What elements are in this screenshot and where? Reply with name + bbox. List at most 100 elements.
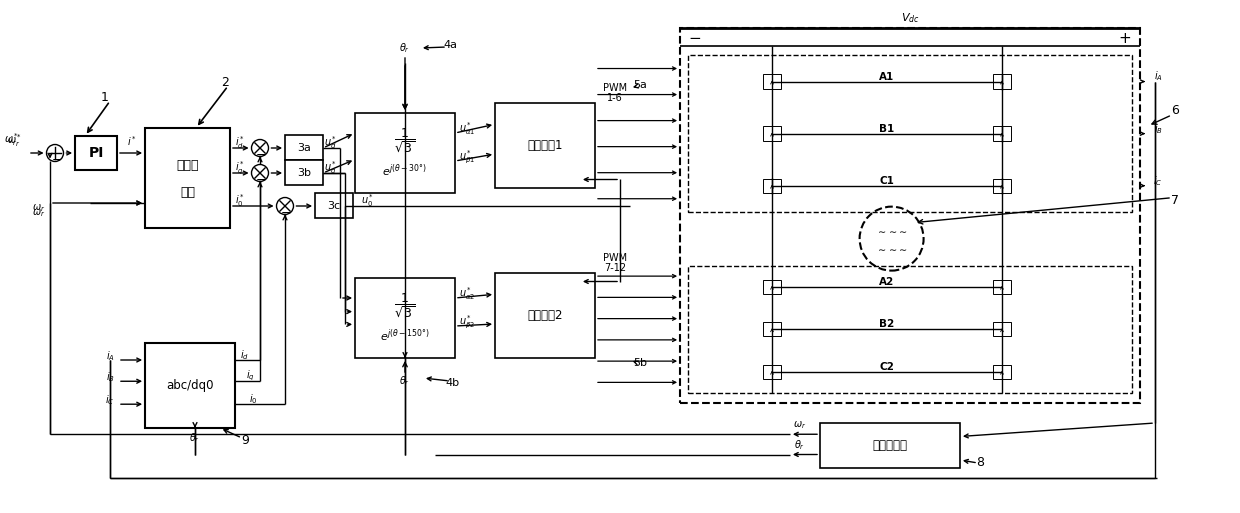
Text: 脉宽调制2: 脉宽调制2 bbox=[527, 309, 563, 322]
Text: $i_q^*$: $i_q^*$ bbox=[236, 160, 246, 176]
Bar bbox=[763, 74, 781, 89]
Text: −: − bbox=[255, 149, 267, 162]
Text: C2: C2 bbox=[879, 362, 894, 372]
Text: $i_C$: $i_C$ bbox=[105, 393, 114, 407]
Text: 3a: 3a bbox=[298, 143, 311, 153]
Text: 配器: 配器 bbox=[180, 187, 195, 200]
Text: $u_0^*$: $u_0^*$ bbox=[361, 192, 374, 209]
Text: $i^*$: $i^*$ bbox=[126, 134, 136, 148]
Bar bbox=[680, 28, 1140, 403]
Text: −: − bbox=[688, 31, 702, 47]
Text: $u_d^*$: $u_d^*$ bbox=[325, 134, 337, 151]
Bar bbox=[285, 135, 322, 161]
Text: $u_{\alpha1}^*$: $u_{\alpha1}^*$ bbox=[459, 121, 475, 137]
Circle shape bbox=[277, 198, 294, 214]
Text: 6: 6 bbox=[1171, 104, 1179, 116]
Text: abc/dq0: abc/dq0 bbox=[166, 379, 213, 392]
Text: $i_0^*$: $i_0^*$ bbox=[236, 192, 246, 209]
Text: 3b: 3b bbox=[298, 168, 311, 178]
Text: $\dfrac{1}{\sqrt{3}}$: $\dfrac{1}{\sqrt{3}}$ bbox=[394, 292, 415, 320]
Text: 7-12: 7-12 bbox=[604, 263, 626, 273]
Text: −: − bbox=[255, 174, 267, 187]
Text: $u_q^*$: $u_q^*$ bbox=[325, 160, 337, 176]
Bar bbox=[993, 179, 1011, 193]
Text: 1-6: 1-6 bbox=[608, 93, 622, 103]
Bar bbox=[495, 103, 595, 188]
Text: $i_C$: $i_C$ bbox=[1153, 174, 1163, 188]
Text: B1: B1 bbox=[879, 124, 894, 133]
Bar bbox=[993, 322, 1011, 337]
Text: $i_0$: $i_0$ bbox=[249, 392, 257, 406]
Text: 脉宽调制1: 脉宽调制1 bbox=[527, 139, 563, 152]
Text: 9: 9 bbox=[241, 435, 249, 447]
Text: 1: 1 bbox=[102, 91, 109, 105]
Text: $\theta_r$: $\theta_r$ bbox=[795, 439, 806, 452]
Text: $\omega_r$: $\omega_r$ bbox=[794, 419, 807, 431]
Text: −: − bbox=[280, 207, 291, 220]
Text: $\dfrac{1}{\sqrt{3}}$: $\dfrac{1}{\sqrt{3}}$ bbox=[394, 127, 415, 155]
Bar bbox=[688, 55, 1132, 212]
Text: 5a: 5a bbox=[634, 80, 647, 90]
Text: 4a: 4a bbox=[443, 40, 458, 50]
Text: A2: A2 bbox=[879, 277, 894, 287]
Text: $\theta_r$: $\theta_r$ bbox=[399, 374, 410, 388]
Circle shape bbox=[47, 145, 63, 162]
Text: 4b: 4b bbox=[446, 378, 460, 388]
Text: 7: 7 bbox=[1171, 194, 1179, 207]
Text: $\omega_r^*$: $\omega_r^*$ bbox=[7, 132, 22, 149]
Text: PI: PI bbox=[88, 146, 104, 160]
Bar bbox=[145, 343, 236, 428]
Text: $V_{dc}$: $V_{dc}$ bbox=[900, 11, 919, 25]
Text: $\theta_r$: $\theta_r$ bbox=[399, 41, 410, 55]
Text: $\omega_r$: $\omega_r$ bbox=[32, 207, 45, 219]
Text: B2: B2 bbox=[879, 319, 894, 329]
Text: $i_d$: $i_d$ bbox=[241, 348, 249, 362]
Bar bbox=[993, 74, 1011, 89]
Circle shape bbox=[252, 140, 269, 156]
Circle shape bbox=[252, 165, 269, 182]
Text: $\sim\!\sim\!\sim$: $\sim\!\sim\!\sim$ bbox=[875, 243, 908, 252]
Bar bbox=[688, 266, 1132, 393]
Bar bbox=[763, 365, 781, 379]
Text: 8: 8 bbox=[976, 457, 985, 469]
Text: $e^{j(\theta-30°)}$: $e^{j(\theta-30°)}$ bbox=[382, 162, 428, 179]
Text: PWM: PWM bbox=[603, 83, 627, 93]
Bar bbox=[145, 128, 229, 228]
Text: 3c: 3c bbox=[327, 201, 341, 211]
Text: $i_B$: $i_B$ bbox=[105, 370, 114, 384]
Bar bbox=[355, 278, 455, 358]
Text: $u_{\beta1}^*$: $u_{\beta1}^*$ bbox=[459, 148, 475, 166]
Text: 2: 2 bbox=[221, 76, 229, 89]
Text: +: + bbox=[1118, 31, 1131, 47]
Text: $i_B$: $i_B$ bbox=[1153, 122, 1162, 135]
Text: $\omega_r^*$: $\omega_r^*$ bbox=[5, 132, 20, 148]
Bar bbox=[763, 126, 781, 141]
Text: $i_d^*$: $i_d^*$ bbox=[236, 134, 246, 151]
Bar bbox=[763, 322, 781, 337]
Text: $u_{\alpha2}^*$: $u_{\alpha2}^*$ bbox=[459, 286, 475, 302]
Text: A1: A1 bbox=[879, 71, 894, 82]
Bar bbox=[355, 113, 455, 193]
Bar bbox=[315, 193, 353, 219]
Text: 电流分: 电流分 bbox=[176, 160, 198, 172]
Bar bbox=[763, 280, 781, 294]
Text: $i_q$: $i_q$ bbox=[246, 369, 254, 383]
Bar bbox=[993, 126, 1011, 141]
Bar bbox=[285, 161, 322, 186]
Text: $\theta_r$: $\theta_r$ bbox=[190, 431, 201, 445]
Text: PWM: PWM bbox=[603, 253, 627, 263]
Text: $i_A$: $i_A$ bbox=[1153, 70, 1162, 84]
Bar bbox=[74, 136, 117, 170]
Bar bbox=[495, 273, 595, 358]
Text: $\omega_r$: $\omega_r$ bbox=[32, 202, 45, 214]
Text: $\sim\!\sim\!\sim$: $\sim\!\sim\!\sim$ bbox=[875, 225, 908, 234]
Text: 速度传感器: 速度传感器 bbox=[873, 439, 908, 452]
Text: −: − bbox=[51, 154, 62, 167]
Bar bbox=[993, 365, 1011, 379]
Text: $u_{\beta2}^*$: $u_{\beta2}^*$ bbox=[459, 313, 475, 331]
Text: $e^{j(\theta-150°)}$: $e^{j(\theta-150°)}$ bbox=[379, 327, 430, 344]
Text: 5b: 5b bbox=[632, 358, 647, 368]
Text: $i_A$: $i_A$ bbox=[105, 349, 114, 363]
Text: C1: C1 bbox=[879, 176, 894, 186]
Bar bbox=[993, 280, 1011, 294]
